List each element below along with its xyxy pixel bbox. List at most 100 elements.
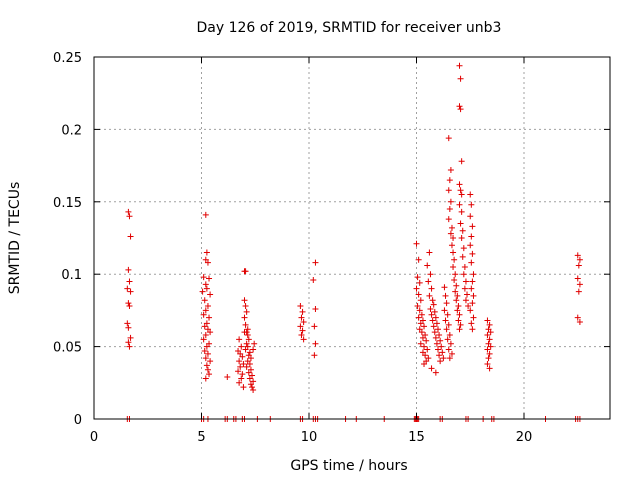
y-tick-labels: 0 0.05 0.1 0.15 0.2 0.25 bbox=[53, 51, 82, 428]
plot-frame bbox=[93, 56, 611, 420]
y-tick-label: 0.1 bbox=[61, 268, 82, 283]
data-point bbox=[417, 340, 424, 347]
data-point bbox=[469, 223, 476, 230]
data-point bbox=[487, 329, 494, 336]
data-point bbox=[467, 307, 474, 314]
data-point bbox=[439, 349, 446, 356]
data-point bbox=[458, 191, 465, 198]
data-point bbox=[127, 233, 134, 240]
data-point bbox=[244, 326, 251, 333]
data-point bbox=[440, 355, 447, 362]
data-point bbox=[126, 343, 133, 350]
data-point bbox=[457, 187, 464, 194]
data-point bbox=[202, 355, 209, 362]
data-point bbox=[250, 387, 257, 394]
data-point bbox=[310, 276, 317, 283]
x-tick-label: 10 bbox=[301, 430, 318, 445]
data-point bbox=[468, 201, 475, 208]
data-point bbox=[574, 314, 581, 321]
data-point bbox=[419, 334, 426, 341]
data-points bbox=[124, 62, 583, 422]
data-point bbox=[244, 332, 251, 339]
grid-lines bbox=[94, 57, 610, 419]
data-point bbox=[201, 347, 208, 354]
data-point bbox=[486, 336, 493, 343]
data-point bbox=[299, 327, 306, 334]
data-point bbox=[450, 249, 457, 256]
data-point bbox=[312, 305, 319, 312]
data-point bbox=[486, 350, 493, 357]
data-point bbox=[203, 249, 210, 256]
data-point bbox=[430, 323, 437, 330]
data-point bbox=[203, 362, 210, 369]
y-tick-label: 0.05 bbox=[53, 341, 82, 356]
x-tick-labels: 0 5 10 15 20 bbox=[90, 430, 532, 445]
data-point bbox=[429, 317, 436, 324]
data-point bbox=[484, 317, 491, 324]
data-point bbox=[247, 381, 254, 388]
data-point bbox=[446, 206, 453, 213]
data-point bbox=[432, 334, 439, 341]
data-point bbox=[447, 340, 454, 347]
data-point bbox=[464, 291, 471, 298]
data-point bbox=[468, 320, 475, 327]
data-point bbox=[467, 213, 474, 220]
data-point bbox=[416, 307, 423, 314]
data-point bbox=[452, 288, 459, 295]
data-point bbox=[426, 249, 433, 256]
data-point bbox=[487, 343, 494, 350]
data-point bbox=[204, 366, 211, 373]
data-point bbox=[454, 307, 461, 314]
data-point bbox=[458, 158, 465, 165]
y-tick-label: 0.15 bbox=[53, 196, 82, 211]
data-point bbox=[576, 256, 583, 263]
data-point bbox=[127, 288, 134, 295]
data-point bbox=[204, 303, 211, 310]
data-point bbox=[202, 332, 209, 339]
data-point bbox=[125, 300, 132, 307]
data-point bbox=[417, 297, 424, 304]
data-point bbox=[247, 355, 254, 362]
data-point bbox=[424, 262, 431, 269]
data-point bbox=[298, 314, 305, 321]
x-tick-label: 15 bbox=[408, 430, 425, 445]
data-point bbox=[441, 284, 448, 291]
data-point bbox=[486, 365, 493, 372]
data-point bbox=[415, 291, 422, 298]
data-point bbox=[240, 384, 247, 391]
data-point bbox=[236, 358, 243, 365]
data-point bbox=[237, 363, 244, 370]
data-point bbox=[458, 235, 465, 241]
data-point bbox=[443, 326, 450, 333]
data-point bbox=[430, 301, 437, 308]
data-point bbox=[438, 343, 445, 350]
data-point bbox=[470, 314, 477, 321]
data-point bbox=[445, 321, 452, 328]
data-point bbox=[251, 340, 258, 347]
data-point bbox=[243, 308, 250, 315]
data-point bbox=[246, 349, 253, 356]
data-point bbox=[413, 240, 420, 247]
data-point bbox=[465, 303, 472, 310]
data-point bbox=[126, 213, 133, 220]
data-point bbox=[469, 326, 476, 333]
y-tick-label: 0.25 bbox=[53, 51, 82, 66]
data-point bbox=[236, 379, 243, 386]
data-point bbox=[421, 343, 428, 350]
data-point bbox=[297, 303, 304, 310]
data-point bbox=[436, 352, 443, 359]
data-point bbox=[242, 346, 249, 353]
data-point bbox=[238, 375, 245, 382]
data-point bbox=[124, 285, 131, 292]
data-point bbox=[242, 268, 249, 275]
data-point bbox=[206, 371, 213, 378]
data-point bbox=[204, 259, 211, 266]
data-point bbox=[468, 233, 475, 240]
data-point bbox=[202, 211, 209, 218]
data-point bbox=[468, 259, 475, 266]
data-point bbox=[457, 75, 464, 82]
data-point bbox=[446, 355, 453, 362]
data-point bbox=[450, 263, 457, 270]
data-point bbox=[300, 318, 307, 325]
data-point bbox=[469, 250, 476, 257]
